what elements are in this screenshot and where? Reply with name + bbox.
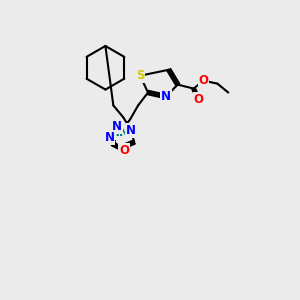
Text: N: N — [112, 120, 122, 133]
Text: O: O — [194, 93, 203, 106]
Text: N: N — [104, 130, 114, 144]
Text: S: S — [136, 69, 144, 82]
Text: N: N — [126, 124, 136, 137]
Text: O: O — [199, 74, 208, 87]
Text: O: O — [119, 143, 129, 157]
Text: HN: HN — [110, 126, 130, 139]
Text: N: N — [161, 90, 171, 103]
